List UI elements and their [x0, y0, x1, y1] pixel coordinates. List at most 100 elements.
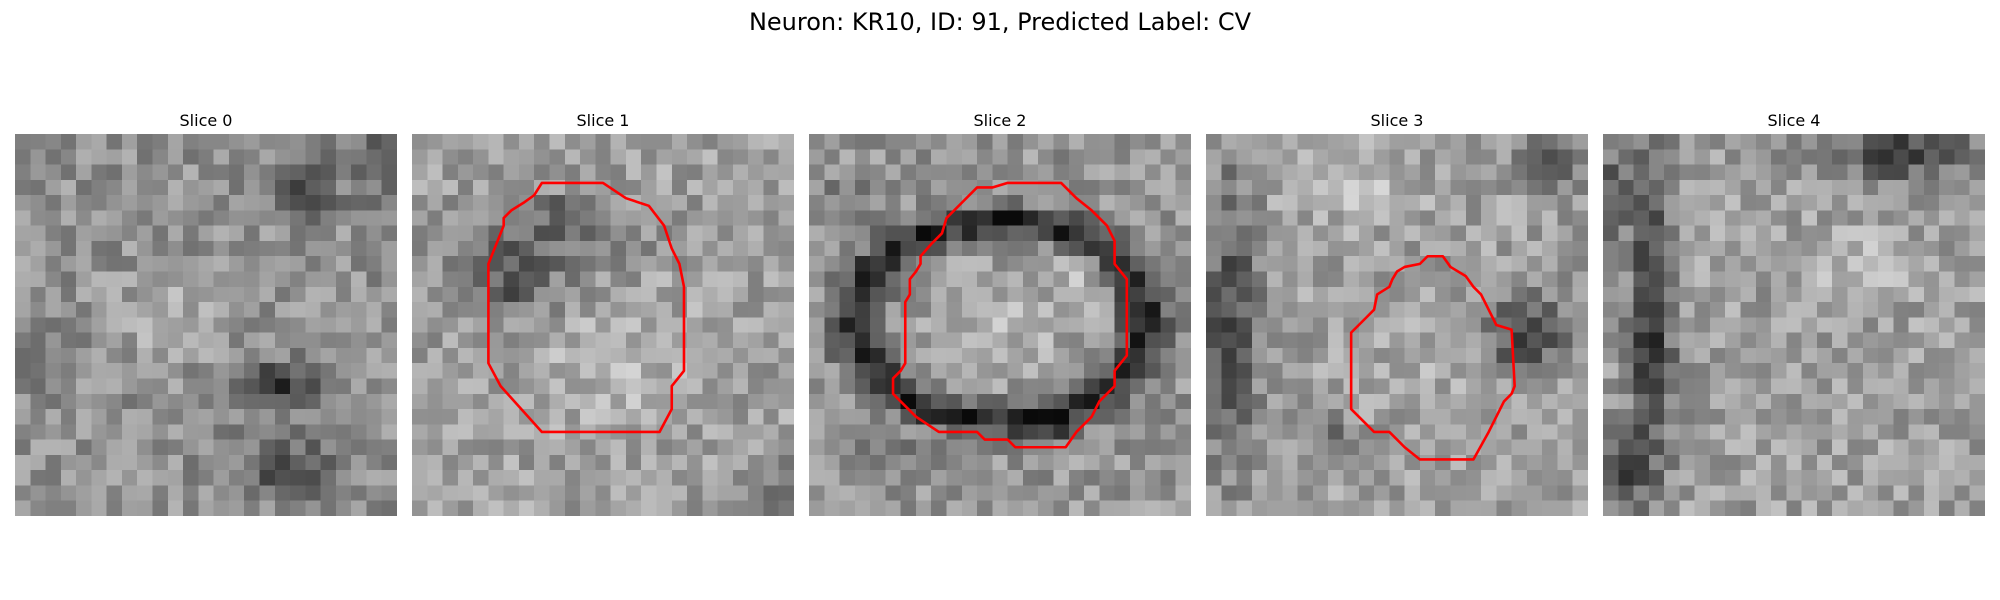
- pixel: [1648, 317, 1665, 334]
- pixel: [534, 485, 550, 502]
- pixel: [1801, 470, 1818, 486]
- pixel: [977, 439, 993, 456]
- pixel: [1282, 363, 1299, 379]
- pixel: [1358, 424, 1375, 441]
- pixel: [1542, 378, 1558, 395]
- pixel: [198, 347, 215, 364]
- pixel: [1862, 134, 1879, 150]
- pixel: [748, 286, 764, 303]
- pixel: [1755, 210, 1772, 227]
- pixel: [91, 347, 108, 364]
- pixel: [1664, 240, 1680, 257]
- pixel: [1740, 149, 1757, 166]
- pixel: [1939, 149, 1955, 166]
- pixel: [1694, 332, 1711, 349]
- pixel: [1267, 240, 1283, 257]
- pixel: [1145, 454, 1161, 471]
- pixel: [167, 271, 184, 288]
- pixel: [1160, 363, 1177, 379]
- pixel: [45, 286, 62, 303]
- pixel: [839, 470, 856, 486]
- pixel: [870, 347, 886, 364]
- pixel: [1374, 195, 1390, 211]
- pixel: [1771, 409, 1787, 425]
- pixel: [1099, 485, 1116, 502]
- pixel: [1465, 393, 1482, 410]
- pixel: [335, 332, 352, 349]
- pixel: [1862, 210, 1879, 227]
- pixel: [839, 409, 856, 425]
- pixel: [1496, 210, 1513, 227]
- pixel: [518, 210, 535, 227]
- pixel: [457, 302, 474, 318]
- pixel: [671, 179, 688, 196]
- pixel: [274, 210, 291, 227]
- pixel: [778, 454, 794, 471]
- pixel: [1435, 470, 1451, 486]
- pixel: [1664, 378, 1680, 395]
- pixel: [381, 393, 397, 410]
- pixel: [1878, 286, 1894, 303]
- pixel: [76, 347, 92, 364]
- pixel: [824, 317, 841, 334]
- pixel: [1572, 393, 1588, 410]
- pixel: [1145, 286, 1161, 303]
- pixel: [518, 225, 535, 242]
- pixel: [503, 409, 520, 425]
- pixel: [748, 256, 764, 272]
- pixel: [442, 210, 459, 227]
- pixel: [1557, 454, 1574, 471]
- pixel: [809, 256, 825, 272]
- pixel: [549, 149, 566, 166]
- pixel: [763, 286, 780, 303]
- pixel: [1129, 485, 1146, 502]
- pixel: [503, 164, 520, 181]
- pixel: [1038, 210, 1054, 227]
- pixel: [549, 470, 566, 486]
- pixel: [473, 500, 489, 516]
- pixel: [641, 286, 657, 303]
- pixel: [1832, 500, 1848, 516]
- pixel: [1007, 210, 1024, 227]
- pixel: [1755, 500, 1772, 516]
- pixel: [1572, 332, 1588, 349]
- pixel: [503, 256, 520, 272]
- pixel: [763, 332, 780, 349]
- pixel: [1878, 271, 1894, 288]
- pixel: [335, 256, 352, 272]
- pixel: [977, 256, 993, 272]
- pixel: [1419, 393, 1436, 410]
- pixel: [1007, 485, 1024, 502]
- pixel: [534, 470, 550, 486]
- pixel: [473, 470, 489, 486]
- pixel: [961, 363, 978, 379]
- pixel: [30, 363, 47, 379]
- pixel: [992, 409, 1009, 425]
- pixel: [564, 164, 581, 181]
- pixel: [152, 210, 169, 227]
- pixel: [1694, 164, 1711, 181]
- pixel: [427, 363, 444, 379]
- pixel: [1526, 302, 1543, 318]
- pixel: [580, 439, 596, 456]
- pixel: [106, 134, 123, 150]
- pixel: [381, 271, 397, 288]
- pixel: [992, 164, 1009, 181]
- pixel: [1679, 363, 1696, 379]
- pixel: [183, 470, 199, 486]
- pixel: [366, 240, 383, 257]
- pixel: [1633, 240, 1650, 257]
- pixel: [1129, 332, 1146, 349]
- pixel: [1832, 134, 1848, 150]
- pixel: [76, 164, 92, 181]
- pixel: [412, 454, 428, 471]
- pixel: [290, 271, 306, 288]
- pixel: [366, 210, 383, 227]
- pixel: [1251, 409, 1268, 425]
- pixel: [1435, 347, 1451, 364]
- pixel: [457, 240, 474, 257]
- pixel: [1679, 225, 1696, 242]
- pixel: [1969, 500, 1985, 516]
- pixel: [1007, 424, 1024, 441]
- pixel: [137, 378, 153, 395]
